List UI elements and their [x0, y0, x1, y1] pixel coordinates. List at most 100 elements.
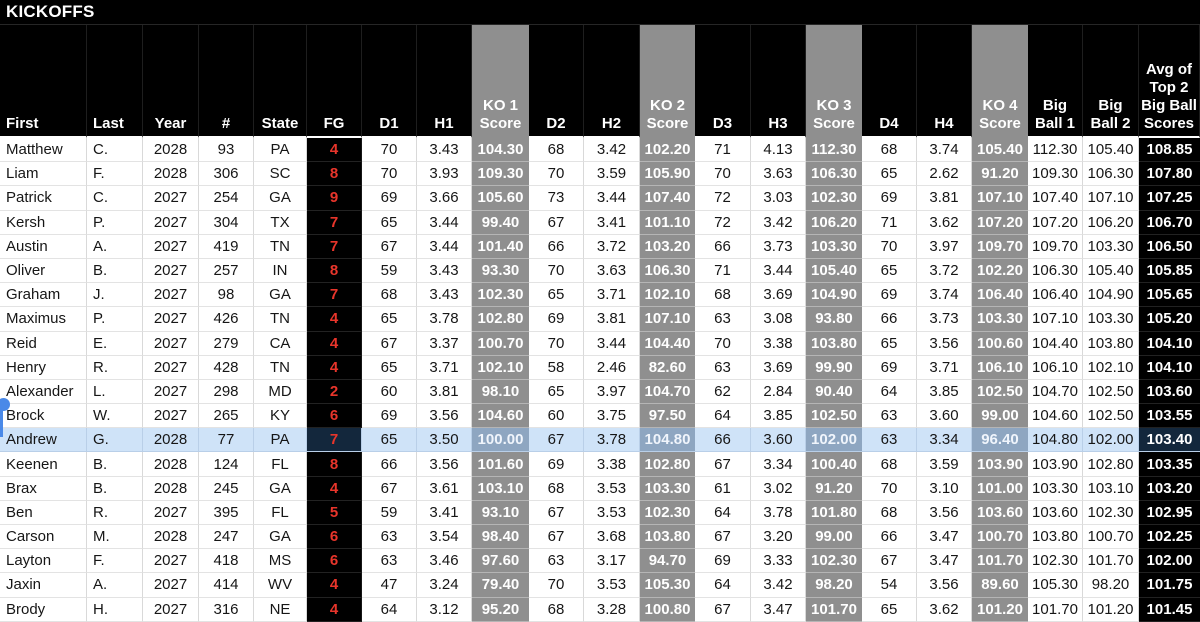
cell-ko3[interactable]: 102.00	[806, 428, 862, 453]
cell-first[interactable]: Henry	[0, 355, 87, 380]
cell-d4[interactable]: 68	[862, 500, 917, 525]
cell-d1[interactable]: 69	[362, 186, 417, 211]
cell-d2[interactable]: 70	[529, 162, 584, 187]
cell-h1[interactable]: 3.61	[417, 476, 472, 501]
cell-first[interactable]: Liam	[0, 162, 87, 187]
cell-fg[interactable]: 8	[307, 258, 362, 284]
cell-ko2[interactable]: 107.10	[640, 307, 695, 332]
cell-avg[interactable]: 107.25	[1139, 186, 1200, 211]
cell-avg[interactable]: 103.60	[1139, 379, 1200, 405]
cell-ko2[interactable]: 105.90	[640, 162, 695, 187]
cell-last[interactable]: P.	[87, 210, 143, 235]
cell-first[interactable]: Jaxin	[0, 573, 87, 598]
cell-avg[interactable]: 105.85	[1139, 258, 1200, 284]
cell-ko4[interactable]: 103.30	[972, 307, 1028, 332]
cell-bb2[interactable]: 105.40	[1083, 138, 1139, 163]
cell-state[interactable]: NE	[254, 597, 307, 622]
cell-year[interactable]: 2028	[143, 452, 199, 477]
cell-bb2[interactable]: 101.20	[1083, 597, 1139, 622]
cell-fg[interactable]: 4	[307, 355, 362, 380]
cell-ko4[interactable]: 109.70	[972, 234, 1028, 259]
cell-first[interactable]: Matthew	[0, 138, 87, 163]
cell-h2[interactable]: 3.41	[584, 210, 640, 235]
cell-d4[interactable]: 68	[862, 138, 917, 163]
cell-h3[interactable]: 3.69	[751, 283, 806, 308]
cell-year[interactable]: 2027	[143, 258, 199, 284]
column-header-d3[interactable]: D3	[695, 25, 751, 138]
cell-bb2[interactable]: 103.30	[1083, 234, 1139, 259]
cell-h3[interactable]: 3.60	[751, 428, 806, 453]
cell-d4[interactable]: 63	[862, 404, 917, 429]
cell-ko1[interactable]: 98.40	[472, 525, 529, 550]
cell-bb2[interactable]: 98.20	[1083, 573, 1139, 598]
cell-first[interactable]: Brody	[0, 597, 87, 622]
cell-bb2[interactable]: 102.50	[1083, 404, 1139, 429]
cell-bb1[interactable]: 104.80	[1028, 428, 1083, 453]
cell-ko1[interactable]: 109.30	[472, 162, 529, 187]
cell-ko3[interactable]: 102.30	[806, 549, 862, 574]
cell-first[interactable]: Carson	[0, 525, 87, 550]
cell-ko4[interactable]: 102.20	[972, 258, 1028, 284]
cell-first[interactable]: Graham	[0, 283, 87, 308]
cell-h2[interactable]: 3.72	[584, 234, 640, 259]
cell-ko3[interactable]: 102.50	[806, 404, 862, 429]
cell-h2[interactable]: 3.63	[584, 258, 640, 284]
cell-ko3[interactable]: 99.90	[806, 355, 862, 380]
cell-last[interactable]: B.	[87, 452, 143, 477]
cell-d3[interactable]: 68	[695, 283, 751, 308]
cell-ko2[interactable]: 106.30	[640, 258, 695, 284]
cell-ko3[interactable]: 91.20	[806, 476, 862, 501]
cell-bb1[interactable]: 104.60	[1028, 404, 1083, 429]
cell-h4[interactable]: 3.62	[917, 597, 972, 622]
cell-last[interactable]: A.	[87, 234, 143, 259]
cell-h2[interactable]: 3.78	[584, 428, 640, 453]
cell-bb1[interactable]: 106.10	[1028, 355, 1083, 380]
cell-d3[interactable]: 67	[695, 597, 751, 622]
cell-d1[interactable]: 60	[362, 379, 417, 405]
cell-last[interactable]: B.	[87, 476, 143, 501]
cell-state[interactable]: TX	[254, 210, 307, 235]
cell-d1[interactable]: 65	[362, 210, 417, 235]
cell-h4[interactable]: 3.71	[917, 355, 972, 380]
cell-d4[interactable]: 63	[862, 428, 917, 453]
cell-h2[interactable]: 3.81	[584, 307, 640, 332]
cell-d1[interactable]: 65	[362, 428, 417, 453]
cell-d2[interactable]: 69	[529, 452, 584, 477]
cell-d1[interactable]: 70	[362, 138, 417, 163]
cell-h4[interactable]: 3.56	[917, 331, 972, 356]
cell-bb2[interactable]: 102.10	[1083, 355, 1139, 380]
cell-d3[interactable]: 66	[695, 428, 751, 453]
cell-ko4[interactable]: 96.40	[972, 428, 1028, 453]
cell-h1[interactable]: 3.50	[417, 428, 472, 453]
sheet-title[interactable]: KICKOFFS	[6, 2, 95, 21]
cell-ko1[interactable]: 100.00	[472, 428, 529, 453]
cell-last[interactable]: F.	[87, 162, 143, 187]
cell-state[interactable]: IN	[254, 258, 307, 284]
cell-year[interactable]: 2027	[143, 597, 199, 622]
cell-h2[interactable]: 3.71	[584, 283, 640, 308]
cell-h1[interactable]: 3.78	[417, 307, 472, 332]
cell-fg[interactable]: 2	[307, 379, 362, 405]
cell-bb2[interactable]: 102.30	[1083, 500, 1139, 525]
cell-ko4[interactable]: 100.70	[972, 525, 1028, 550]
cell-h3[interactable]: 3.34	[751, 452, 806, 477]
cell-fg[interactable]: 6	[307, 404, 362, 429]
cell-state[interactable]: TN	[254, 307, 307, 332]
cell-d2[interactable]: 73	[529, 186, 584, 211]
cell-ko2[interactable]: 82.60	[640, 355, 695, 380]
cell-num[interactable]: 298	[199, 379, 254, 405]
cell-h4[interactable]: 3.47	[917, 549, 972, 574]
cell-first[interactable]: Andrew	[0, 428, 87, 453]
cell-h4[interactable]: 3.59	[917, 452, 972, 477]
cell-ko4[interactable]: 99.00	[972, 404, 1028, 429]
cell-ko4[interactable]: 91.20	[972, 162, 1028, 187]
cell-ko1[interactable]: 103.10	[472, 476, 529, 501]
cell-ko4[interactable]: 103.90	[972, 452, 1028, 477]
cell-d2[interactable]: 65	[529, 379, 584, 405]
cell-h2[interactable]: 3.97	[584, 379, 640, 405]
cell-avg[interactable]: 102.95	[1139, 500, 1200, 525]
cell-d4[interactable]: 66	[862, 525, 917, 550]
cell-d3[interactable]: 64	[695, 404, 751, 429]
cell-year[interactable]: 2027	[143, 404, 199, 429]
cell-fg[interactable]: 7	[307, 210, 362, 235]
